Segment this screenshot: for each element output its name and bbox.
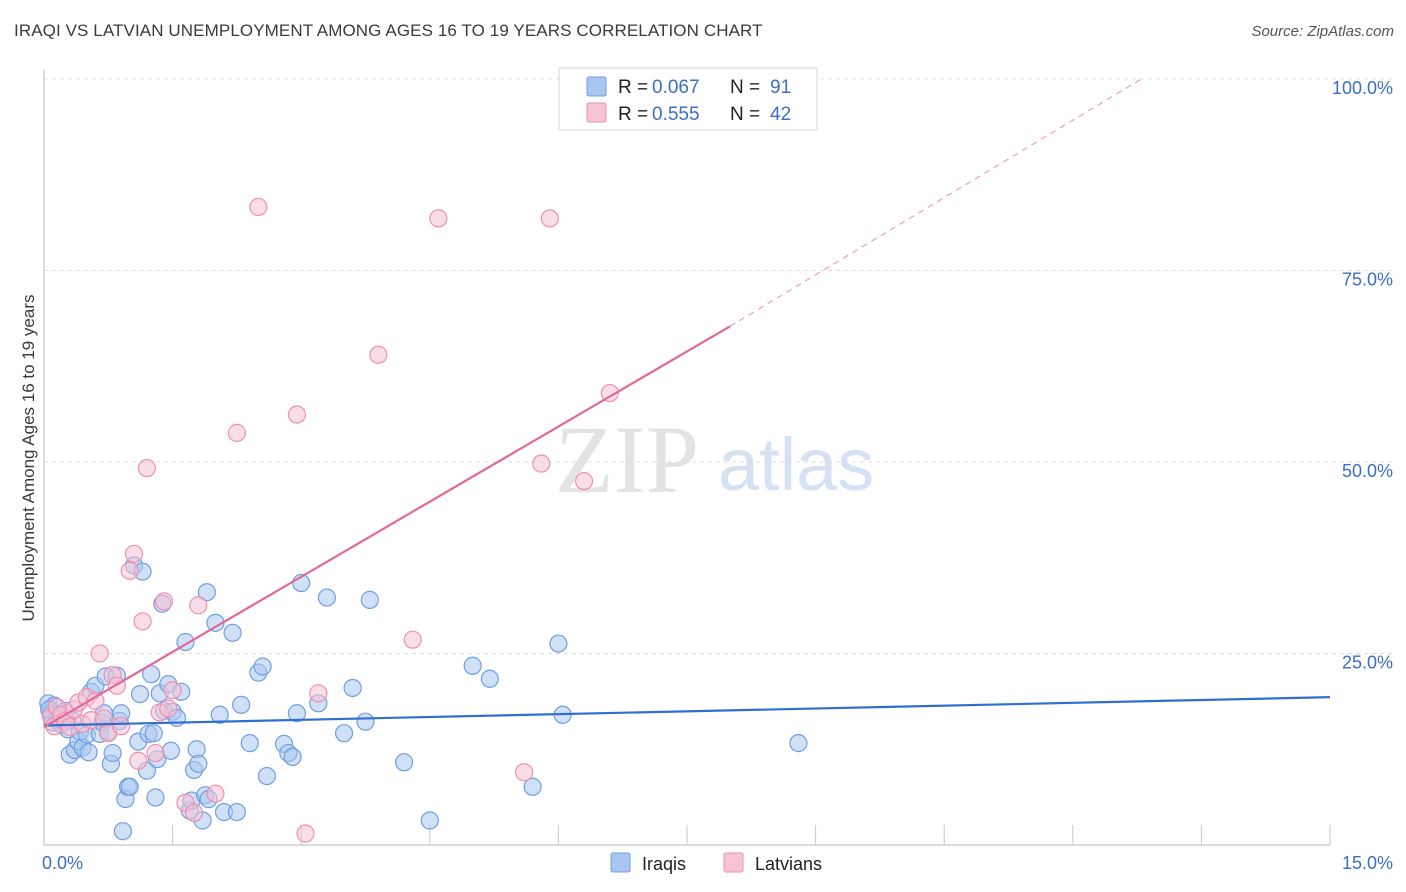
point-latvians (296, 824, 315, 843)
point-iraqis (227, 802, 246, 822)
point-latvians (154, 592, 174, 611)
point-iraqis (420, 811, 439, 830)
point-latvians (206, 784, 225, 803)
point-latvians (287, 405, 307, 424)
bottom-legend-label-iraqis: Iraqis (642, 854, 686, 874)
point-iraqis (356, 712, 375, 731)
point-latvians (120, 561, 139, 580)
bottom-legend-label-latvians: Latvians (755, 854, 822, 874)
legend-n-value: 42 (770, 104, 791, 125)
point-latvians (575, 472, 594, 491)
point-iraqis (103, 743, 122, 763)
point-latvians (429, 209, 448, 228)
y-tick-label: 75.0% (1342, 270, 1393, 290)
watermark-atlas: atlas (718, 423, 874, 506)
point-iraqis (197, 583, 216, 602)
point-iraqis (189, 754, 208, 773)
point-iraqis (789, 734, 808, 753)
point-iraqis (257, 766, 277, 786)
grid-lines (43, 78, 1392, 845)
point-iraqis (120, 777, 139, 796)
point-iraqis (210, 705, 229, 724)
point-iraqis (146, 788, 165, 807)
point-iraqis (480, 669, 499, 688)
point-latvians (227, 423, 246, 442)
point-iraqis (79, 743, 98, 762)
point-latvians (540, 209, 559, 228)
point-latvians (112, 717, 131, 736)
point-iraqis (334, 724, 354, 743)
point-iraqis (253, 657, 272, 676)
trend-line-latvians-extension (729, 78, 1142, 327)
legend-top: R = 0.067 N = 91 R = 0.555 N = 42 (558, 67, 818, 131)
tick-labels: 25.0% 50.0% 75.0% 100.0% 0.0% 15.0% (42, 78, 1393, 873)
point-iraqis (283, 747, 302, 767)
y-axis-label: Unemployment Among Ages 16 to 19 years (19, 295, 38, 622)
watermark-zip: ZIP (555, 406, 699, 513)
point-latvians (163, 681, 182, 700)
point-iraqis (394, 753, 414, 772)
bottom-legend-swatch-latvians (723, 852, 744, 873)
legend-n-label: N = (730, 104, 760, 125)
trend-line-iraqis (43, 696, 1331, 727)
point-iraqis (360, 590, 379, 609)
x-tick-label: 15.0% (1342, 853, 1393, 873)
chart-title: IRAQI VS LATVIAN UNEMPLOYMENT AMONG AGES… (14, 21, 763, 40)
trend-line-latvians (43, 325, 731, 728)
y-tick-label: 100.0% (1332, 78, 1393, 98)
data-points (39, 197, 808, 843)
bottom-legend-swatch-iraqis (610, 852, 631, 873)
point-iraqis (161, 741, 180, 760)
legend-r-label: R = (618, 104, 648, 125)
point-latvians (124, 544, 144, 564)
point-iraqis (113, 822, 132, 841)
point-latvians (184, 803, 204, 822)
trend-lines (43, 78, 1331, 728)
point-latvians (309, 684, 328, 703)
point-latvians (249, 197, 268, 217)
point-iraqis (343, 678, 362, 698)
point-iraqis (317, 588, 337, 607)
legend-r-label: R = (618, 77, 648, 98)
point-latvians (369, 345, 388, 364)
legend-bottom: Iraqis Latvians (610, 852, 822, 874)
point-iraqis (240, 734, 259, 753)
chart-source: Source: ZipAtlas.com (1251, 23, 1394, 40)
legend-r-value: 0.067 (652, 77, 700, 98)
legend-swatch-latvians (586, 102, 607, 123)
legend-n-label: N = (730, 77, 760, 98)
point-latvians (532, 454, 551, 473)
point-iraqis (144, 724, 163, 743)
point-latvians (515, 763, 534, 782)
point-iraqis (223, 623, 242, 642)
y-tick-label: 25.0% (1342, 653, 1393, 673)
point-latvians (133, 612, 152, 631)
point-iraqis (549, 634, 568, 653)
point-latvians (600, 383, 619, 403)
point-latvians (90, 644, 109, 663)
x-tick-label: 0.0% (42, 853, 83, 873)
legend-r-value: 0.555 (652, 104, 700, 125)
point-latvians (159, 699, 178, 718)
point-iraqis (463, 656, 482, 675)
point-latvians (129, 751, 148, 770)
point-iraqis (523, 777, 542, 796)
point-latvians (403, 630, 422, 649)
point-iraqis (287, 704, 307, 723)
series-iraqis (39, 556, 808, 841)
point-iraqis (232, 695, 251, 714)
legend-n-value: 91 (770, 77, 791, 98)
point-latvians (189, 596, 208, 615)
point-latvians (137, 459, 156, 478)
point-latvians (146, 743, 165, 763)
legend-swatch-iraqis (586, 76, 607, 97)
series-latvians (41, 197, 619, 843)
y-tick-label: 50.0% (1342, 461, 1393, 481)
point-iraqis (130, 684, 150, 704)
